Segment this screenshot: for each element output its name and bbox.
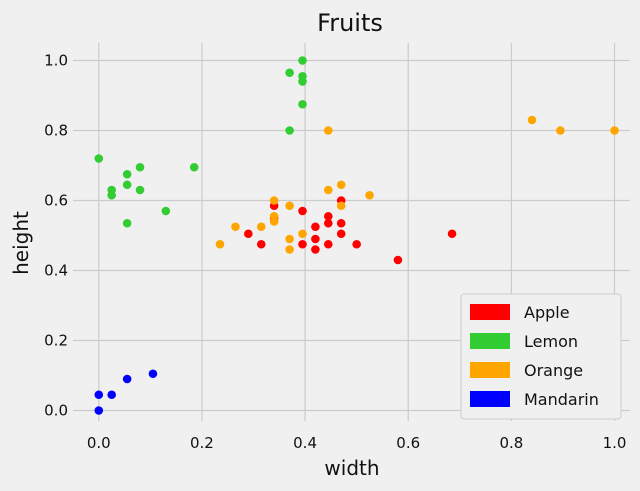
legend-swatch-lemon (470, 333, 510, 349)
data-point-lemon (189, 162, 199, 172)
data-point-lemon (298, 56, 307, 65)
y-tick-label: 0.2 (44, 332, 68, 350)
legend-swatch-mandarin (470, 391, 510, 407)
data-point-apple (393, 255, 403, 265)
data-point-lemon (135, 185, 145, 195)
data-point-apple (323, 211, 333, 221)
data-point-apple (323, 218, 333, 228)
data-point-orange (527, 115, 537, 125)
legend-label-apple: Apple (524, 303, 570, 322)
y-tick-labels: 0.0 0.2 0.4 0.6 0.8 1.0 (44, 52, 68, 420)
legend-swatch-orange (470, 362, 510, 378)
data-point-apple (336, 229, 346, 239)
data-point-lemon (285, 68, 294, 78)
data-point-orange (256, 222, 266, 232)
data-point-orange (215, 239, 225, 249)
y-tick-label: 0.0 (44, 402, 68, 420)
data-point-lemon (122, 218, 132, 228)
data-point-mandarin (148, 369, 158, 379)
data-point-lemon (135, 162, 145, 172)
data-point-apple (447, 229, 457, 239)
x-tick-label: 0.6 (396, 434, 420, 452)
chart-title: Fruits (317, 9, 383, 37)
data-points (94, 56, 619, 415)
data-point-apple (256, 239, 266, 249)
data-point-orange (285, 201, 294, 211)
data-point-apple (352, 239, 361, 249)
legend-label-lemon: Lemon (524, 332, 578, 351)
legend-frame (460, 293, 622, 420)
x-tick-label: 1.0 (603, 434, 627, 452)
data-point-apple (311, 222, 320, 232)
legend: Apple Lemon Orange Mandarin (460, 293, 622, 420)
x-axis-label: width (324, 456, 379, 480)
data-point-lemon (298, 99, 307, 109)
data-point-mandarin (107, 390, 116, 400)
data-point-lemon (161, 206, 171, 216)
y-tick-label: 0.8 (44, 122, 68, 140)
data-point-apple (323, 239, 333, 249)
data-point-orange (269, 217, 279, 226)
data-point-orange (336, 201, 346, 211)
data-point-orange (336, 180, 346, 190)
y-tick-label: 0.6 (44, 192, 68, 210)
data-point-orange (285, 245, 294, 254)
data-point-orange (323, 126, 333, 135)
data-point-orange (298, 229, 307, 239)
legend-label-mandarin: Mandarin (524, 390, 599, 409)
data-point-apple (298, 239, 307, 249)
legend-swatch-apple (470, 304, 510, 320)
data-point-orange (323, 185, 333, 195)
data-point-mandarin (94, 390, 104, 400)
data-point-apple (311, 234, 320, 244)
data-point-apple (311, 245, 320, 254)
data-point-lemon (107, 190, 116, 200)
data-point-apple (336, 218, 346, 228)
data-point-orange (365, 190, 374, 200)
x-tick-label: 0.2 (190, 434, 214, 452)
data-point-orange (231, 222, 240, 232)
legend-label-orange: Orange (524, 361, 583, 380)
data-point-orange (269, 196, 279, 205)
x-tick-label: 0.8 (499, 434, 523, 452)
x-tick-label: 0.0 (87, 434, 111, 452)
y-tick-label: 1.0 (44, 52, 68, 70)
data-point-mandarin (122, 374, 132, 384)
data-point-apple (298, 206, 307, 216)
x-tick-labels: 0.0 0.2 0.4 0.6 0.8 1.0 (87, 434, 627, 452)
data-point-lemon (285, 126, 294, 135)
data-point-orange (285, 234, 294, 244)
y-tick-label: 0.4 (44, 262, 68, 280)
data-point-lemon (94, 154, 104, 163)
data-point-orange (610, 126, 619, 135)
data-point-lemon (122, 180, 132, 190)
x-tick-label: 0.4 (293, 434, 317, 452)
data-point-lemon (298, 77, 307, 86)
data-point-orange (556, 126, 565, 135)
data-point-apple (244, 229, 253, 239)
data-point-mandarin (94, 406, 104, 415)
data-point-lemon (122, 169, 132, 179)
y-axis-label: height (9, 211, 33, 275)
